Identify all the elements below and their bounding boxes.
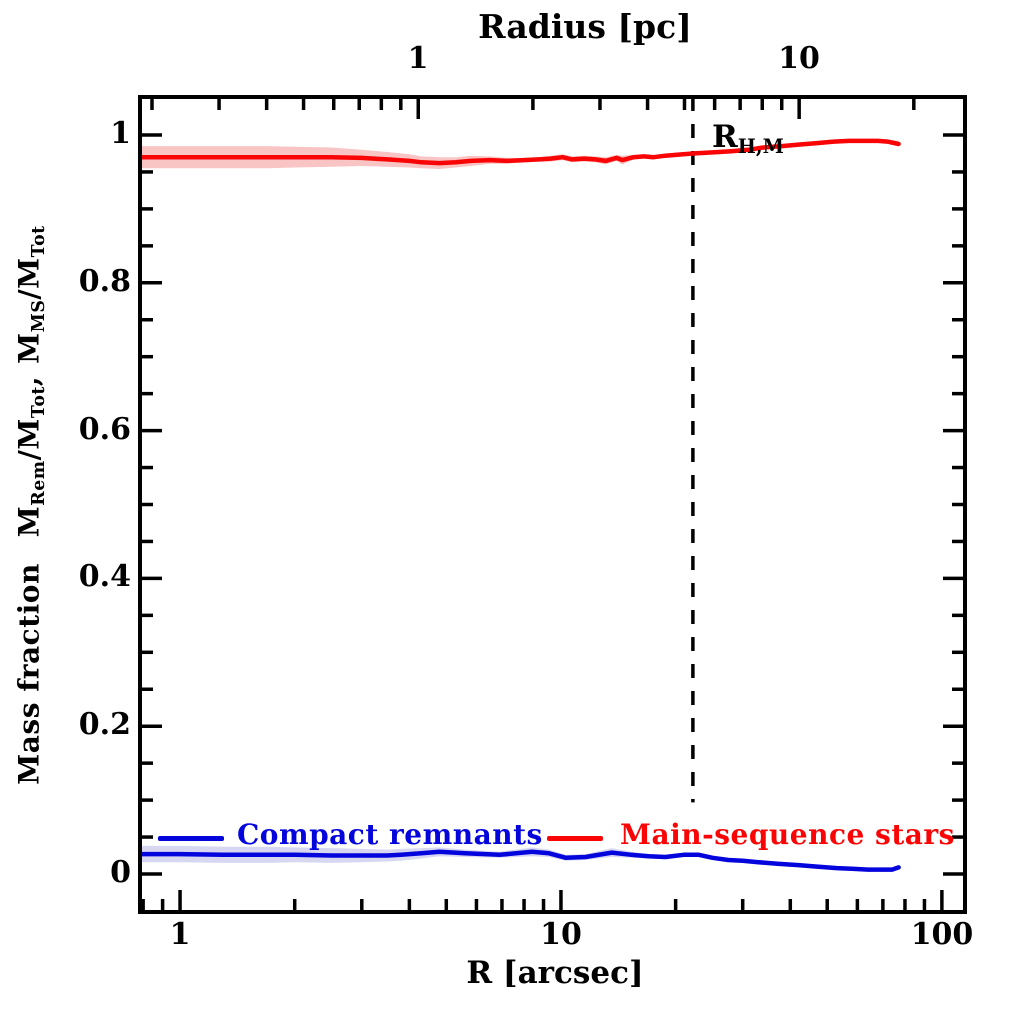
plot-frame: [138, 95, 967, 914]
bottom-axis-title: R [arcsec]: [466, 955, 644, 991]
legend-swatch-compact-remnants: [158, 836, 224, 841]
legend-label-compact-remnants: Compact remnants: [237, 818, 543, 851]
y-tick-label: 0: [110, 855, 131, 890]
legend-label-main-sequence-stars: Main-sequence stars: [620, 818, 955, 851]
y-axis-title-words: Mass fraction: [12, 563, 46, 785]
data-curves: [138, 138, 901, 872]
y-tick-label: 0.8: [78, 264, 131, 299]
confidence-bands: [141, 139, 899, 872]
y-tick-label: 0.4: [78, 559, 131, 594]
x-tick-label-top: 10: [778, 41, 820, 76]
x-tick-label-top: 1: [407, 41, 429, 76]
curve-compact-remnants: [138, 849, 901, 872]
curve-main-sequence-stars: [138, 138, 901, 166]
axis-ticks: [140, 97, 965, 912]
y-tick-label: 1: [110, 116, 131, 151]
x-tick-label-bottom: 100: [910, 917, 974, 952]
y-axis-title: Mass fractionMRem/MTot,MMS/MTot: [12, 225, 50, 785]
y-tick-label: 0.2: [78, 707, 131, 742]
y-tick-label: 0.6: [78, 412, 131, 447]
x-tick-label-bottom: 10: [540, 917, 582, 952]
x-tick-label-bottom: 1: [169, 917, 191, 952]
top-axis-title: Radius [pc]: [478, 7, 692, 46]
half-mass-radius-label: RH,M: [712, 119, 784, 159]
legend-swatch-main-sequence-stars: [547, 836, 603, 841]
